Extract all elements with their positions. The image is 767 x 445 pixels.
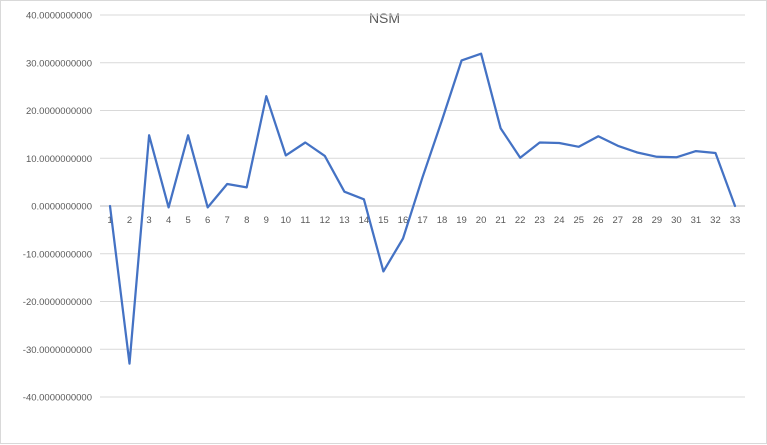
data-point <box>148 134 150 136</box>
y-tick-label: 20.0000000000 <box>26 106 92 117</box>
x-tick-label: 11 <box>300 215 310 226</box>
data-point <box>597 135 599 137</box>
y-tick-label: -20.0000000000 <box>23 297 92 308</box>
y-tick-label: -10.0000000000 <box>23 249 92 260</box>
data-point <box>538 141 540 143</box>
data-point <box>363 198 365 200</box>
data-point <box>226 183 228 185</box>
x-tick-label: 9 <box>264 215 269 226</box>
x-tick-label: 5 <box>185 215 190 226</box>
data-point <box>714 152 716 154</box>
x-tick-label: 2 <box>127 215 132 226</box>
data-point <box>128 362 130 364</box>
x-tick-label: 29 <box>652 215 663 226</box>
y-tick-label: 40.0000000000 <box>26 11 92 22</box>
x-tick-label: 13 <box>339 215 350 226</box>
data-point <box>558 142 560 144</box>
x-tick-label: 16 <box>398 215 409 226</box>
x-tick-label: 33 <box>730 215 741 226</box>
x-tick-label: 7 <box>225 215 230 226</box>
data-point <box>734 205 736 207</box>
data-point <box>206 206 208 208</box>
y-tick-label: 10.0000000000 <box>26 154 92 165</box>
data-point <box>285 154 287 156</box>
data-point <box>167 206 169 208</box>
x-tick-label: 17 <box>417 215 428 226</box>
data-point <box>187 134 189 136</box>
x-tick-label: 22 <box>515 215 526 226</box>
data-point <box>695 150 697 152</box>
series-line <box>108 52 737 365</box>
x-tick-label: 12 <box>320 215 331 226</box>
data-point <box>480 52 482 54</box>
x-tick-label: 20 <box>476 215 487 226</box>
x-tick-label: 23 <box>534 215 545 226</box>
data-point <box>421 176 423 178</box>
data-point <box>382 270 384 272</box>
data-point <box>578 146 580 148</box>
data-point <box>246 186 248 188</box>
data-point <box>109 205 111 207</box>
data-point <box>441 119 443 121</box>
y-tick-label: 0.0000000000 <box>31 202 92 213</box>
data-point <box>617 145 619 147</box>
data-point <box>304 141 306 143</box>
data-point <box>656 156 658 158</box>
x-tick-label: 25 <box>573 215 584 226</box>
x-tick-label: 14 <box>359 215 370 226</box>
x-tick-label: 32 <box>710 215 721 226</box>
x-tick-label: 10 <box>280 215 291 226</box>
chart-title: NSM <box>368 10 401 26</box>
data-point <box>499 127 501 129</box>
data-point <box>343 190 345 192</box>
data-point <box>324 155 326 157</box>
x-tick-label: 30 <box>671 215 682 226</box>
x-tick-label: 18 <box>437 215 448 226</box>
y-tick-label: 30.0000000000 <box>26 58 92 69</box>
x-tick-label: 15 <box>378 215 389 226</box>
x-tick-label: 1 <box>107 215 112 226</box>
data-point <box>265 95 267 97</box>
x-tick-label: 31 <box>691 215 702 226</box>
data-point <box>636 151 638 153</box>
x-tick-label: 4 <box>166 215 171 226</box>
x-tick-label: 8 <box>244 215 249 226</box>
data-point <box>519 157 521 159</box>
x-tick-label: 27 <box>613 215 624 226</box>
x-tick-label: 21 <box>495 215 506 226</box>
x-tick-label: 26 <box>593 215 604 226</box>
data-point <box>402 237 404 239</box>
x-tick-label: 6 <box>205 215 210 226</box>
x-tick-label: 3 <box>146 215 151 226</box>
x-tick-label: 28 <box>632 215 643 226</box>
x-tick-label: 24 <box>554 215 565 226</box>
data-point <box>460 59 462 61</box>
y-tick-label: -40.0000000000 <box>23 393 92 404</box>
data-point <box>675 156 677 158</box>
y-tick-label: -30.0000000000 <box>23 345 92 356</box>
x-tick-label: 19 <box>456 215 467 226</box>
